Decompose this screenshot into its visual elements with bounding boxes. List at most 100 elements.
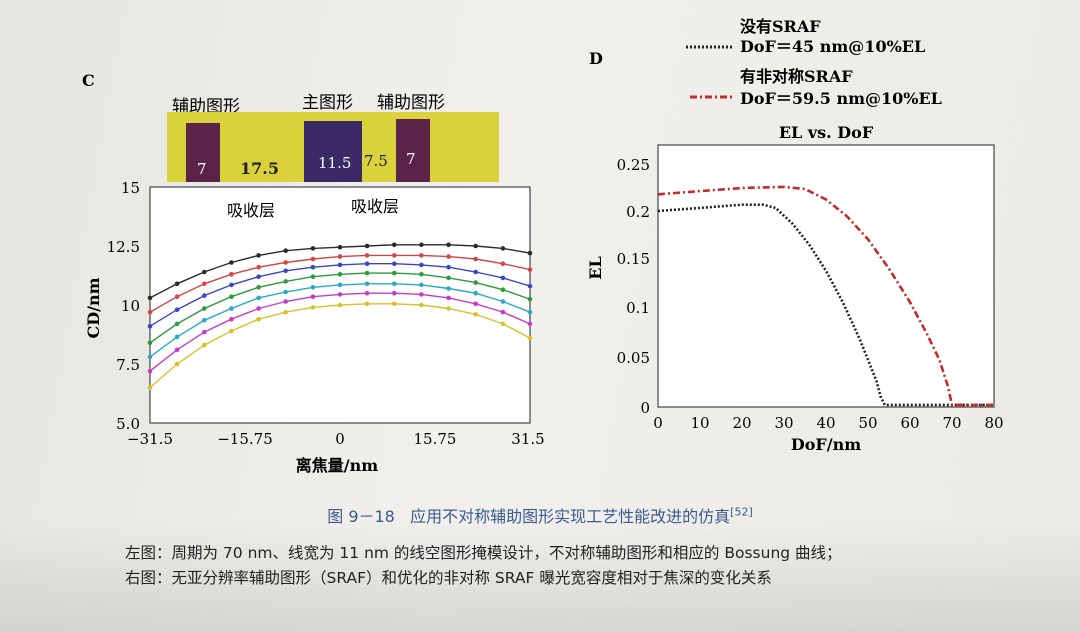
- bossung-point: [364, 253, 370, 258]
- bossung-point: [283, 299, 289, 304]
- y-tick-label: 0: [640, 399, 650, 417]
- bossung-point: [446, 254, 451, 259]
- bossung-point: [392, 242, 397, 248]
- el-curve-asym-sraf: [657, 185, 994, 407]
- bossung-point: [527, 309, 533, 315]
- bossung-point: [229, 272, 234, 277]
- x-tick-label: 50: [858, 414, 877, 432]
- plot-c-ylabel: CD/nm: [84, 277, 103, 338]
- bossung-point: [256, 316, 261, 322]
- bossung-point: [364, 270, 370, 276]
- bossung-point: [310, 246, 316, 251]
- bossung-point: [419, 282, 424, 288]
- y-tick-label: 7.5: [116, 356, 140, 374]
- bossung-point: [527, 267, 533, 272]
- panel-d-label: D: [589, 49, 603, 68]
- panel-c-label: C: [82, 71, 95, 90]
- plot-c-xlabel: 离焦量/nm: [296, 456, 378, 475]
- plot-d-xlabel: DoF/nm: [791, 435, 861, 454]
- bossung-point: [446, 306, 451, 311]
- bossung-point: [337, 302, 343, 308]
- bossung-point: [310, 294, 316, 300]
- bossung-point: [310, 305, 316, 310]
- bossung-point: [527, 321, 533, 327]
- bossung-point: [500, 321, 506, 327]
- bossung-point: [419, 253, 424, 258]
- bossung-point: [337, 292, 343, 297]
- bossung-point: [473, 256, 479, 262]
- y-tick-label: 0.1: [626, 299, 650, 317]
- bossung-point: [364, 261, 370, 267]
- bossung-point: [392, 281, 397, 287]
- bossung-point: [473, 243, 479, 249]
- bossung-point: [500, 287, 506, 293]
- bossung-point: [527, 250, 533, 256]
- x-tick-label: 70: [942, 414, 961, 432]
- panel-c: C 辅助图形 主图形 辅助图形 7 17.5 11.5 7.5 7 吸收层 吸收…: [82, 71, 545, 475]
- bossung-point: [229, 294, 234, 300]
- main-feature-block: [304, 121, 362, 182]
- bossung-point: [256, 285, 261, 290]
- width-label-sraf-right: 7: [406, 150, 416, 168]
- width-label-gap-right: 7.5: [364, 152, 388, 170]
- page-shadow: [0, 520, 1080, 632]
- caption-number: 图 9－18: [327, 507, 395, 526]
- bossung-point: [419, 292, 424, 297]
- plot-d-title: EL vs. DoF: [779, 123, 874, 142]
- plot-d-legend: 没有SRAF DoF＝45 nm@10%EL 有非对称SRAF DoF＝59.5…: [686, 17, 942, 108]
- bossung-point: [202, 342, 207, 348]
- bossung-point: [147, 340, 153, 346]
- bossung-point: [392, 253, 397, 258]
- bossung-point: [229, 316, 234, 322]
- bossung-point: [229, 260, 234, 265]
- bossung-point: [473, 312, 479, 317]
- width-label-sraf-left: 7: [197, 160, 207, 178]
- plot-d-y-ticks: 0.25 0.2 0.15 0.1 0.05 0: [617, 156, 650, 417]
- bossung-point: [446, 264, 451, 270]
- x-tick-label: 10: [690, 414, 709, 432]
- bossung-point: [527, 296, 533, 302]
- bossung-point: [337, 244, 343, 250]
- legend-no-sraf-dof: DoF＝45 nm@10%EL: [740, 37, 925, 56]
- y-tick-label: 10: [121, 297, 140, 315]
- bossung-point: [500, 246, 506, 251]
- width-label-main: 11.5: [318, 154, 351, 172]
- bossung-point: [202, 306, 207, 311]
- absorber-label-left: 吸收层: [227, 201, 275, 220]
- bossung-point: [419, 302, 424, 308]
- caption-text: 应用不对称辅助图形实现工艺性能改进的仿真: [410, 507, 731, 526]
- x-tick-label: 31.5: [511, 430, 544, 448]
- mask-diagram: 辅助图形 主图形 辅助图形 7 17.5 11.5 7.5 7: [167, 93, 499, 182]
- legend-no-sraf-name: 没有SRAF: [740, 17, 821, 36]
- bossung-point: [283, 248, 289, 253]
- y-tick-label: 15: [121, 179, 140, 197]
- mask-label-sraf-right: 辅助图形: [377, 93, 445, 113]
- y-tick-label: 0.05: [617, 349, 650, 367]
- bossung-point: [364, 243, 370, 249]
- plot-d-series: [657, 185, 994, 407]
- bossung-point: [310, 264, 316, 270]
- bossung-point: [283, 309, 289, 315]
- legend-asym-sraf-name: 有非对称SRAF: [740, 67, 853, 86]
- bossung-point: [446, 275, 451, 281]
- plot-c-x-ticks: −31.5 −15.75 0 15.75 31.5: [127, 430, 545, 448]
- bossung-point: [174, 307, 180, 313]
- bossung-point: [147, 309, 153, 315]
- bossung-point: [364, 290, 370, 296]
- bossung-point: [500, 261, 506, 267]
- bossung-point: [283, 260, 289, 265]
- x-tick-label: 20: [732, 414, 751, 432]
- bossung-point: [283, 268, 289, 274]
- bossung-point: [473, 301, 479, 307]
- bossung-point: [229, 282, 234, 288]
- bossung-point: [202, 293, 207, 298]
- bossung-point: [174, 347, 180, 353]
- plot-c-series: [147, 242, 533, 390]
- panel-d: D 没有SRAF DoF＝45 nm@10%EL 有非对称SRAF DoF＝59…: [586, 17, 1004, 454]
- x-tick-label: 80: [984, 414, 1003, 432]
- x-tick-label: 0: [335, 430, 345, 448]
- bossung-point: [527, 283, 533, 289]
- bossung-point: [147, 354, 153, 360]
- bossung-point: [473, 280, 479, 285]
